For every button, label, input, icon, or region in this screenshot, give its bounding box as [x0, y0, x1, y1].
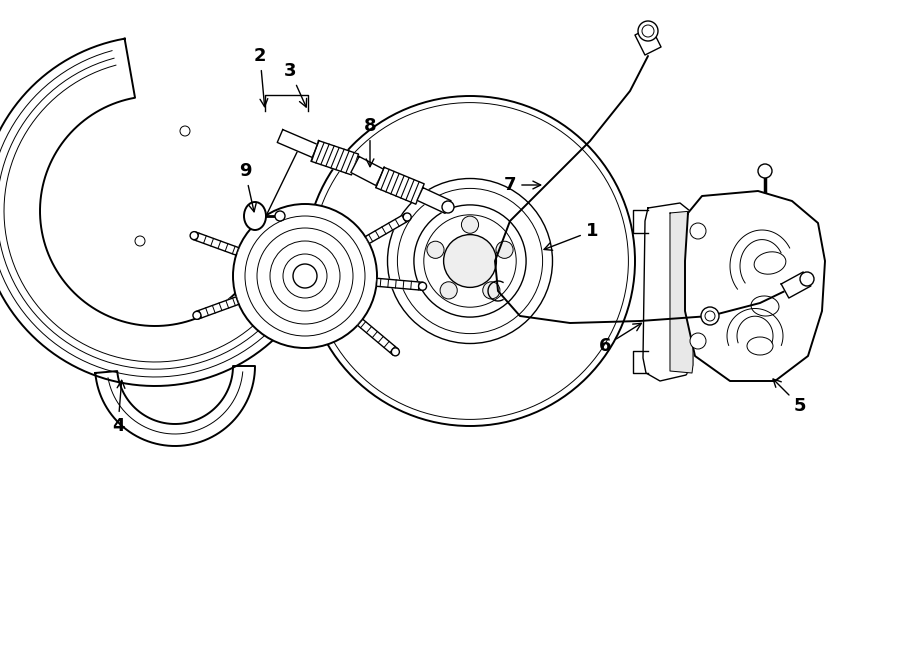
Circle shape: [193, 311, 201, 319]
Text: 8: 8: [364, 117, 376, 167]
Polygon shape: [0, 38, 307, 386]
Circle shape: [305, 96, 635, 426]
Polygon shape: [277, 130, 318, 157]
Circle shape: [690, 223, 706, 239]
Text: 6: 6: [598, 323, 642, 355]
Polygon shape: [781, 272, 811, 298]
Circle shape: [638, 21, 658, 41]
Text: 7: 7: [504, 176, 541, 194]
Circle shape: [800, 272, 814, 286]
Text: 4: 4: [112, 380, 125, 435]
Polygon shape: [311, 141, 358, 175]
Circle shape: [758, 164, 772, 178]
Polygon shape: [685, 191, 825, 381]
Polygon shape: [376, 167, 424, 204]
Polygon shape: [351, 157, 384, 186]
Polygon shape: [365, 214, 410, 243]
Circle shape: [462, 216, 479, 233]
Text: 1: 1: [544, 222, 599, 251]
Circle shape: [418, 282, 427, 290]
Text: 9: 9: [238, 162, 256, 212]
Circle shape: [690, 333, 706, 349]
Circle shape: [275, 211, 285, 221]
Circle shape: [442, 201, 454, 213]
Polygon shape: [670, 211, 693, 373]
Circle shape: [392, 348, 400, 356]
Ellipse shape: [244, 202, 266, 230]
Polygon shape: [635, 27, 661, 55]
Circle shape: [293, 264, 317, 288]
Polygon shape: [357, 319, 398, 355]
Polygon shape: [95, 366, 255, 446]
Circle shape: [427, 241, 444, 258]
Text: 3: 3: [284, 62, 307, 107]
Circle shape: [190, 231, 198, 240]
Circle shape: [496, 241, 513, 258]
Circle shape: [444, 235, 497, 288]
Text: 2: 2: [254, 47, 268, 106]
Polygon shape: [643, 203, 693, 381]
Circle shape: [482, 282, 500, 299]
Polygon shape: [195, 297, 239, 319]
Polygon shape: [193, 232, 238, 255]
Circle shape: [233, 204, 377, 348]
Circle shape: [403, 213, 411, 221]
Circle shape: [701, 307, 719, 325]
Polygon shape: [376, 278, 423, 290]
Text: 5: 5: [773, 379, 806, 415]
Polygon shape: [417, 188, 451, 214]
Circle shape: [440, 282, 457, 299]
